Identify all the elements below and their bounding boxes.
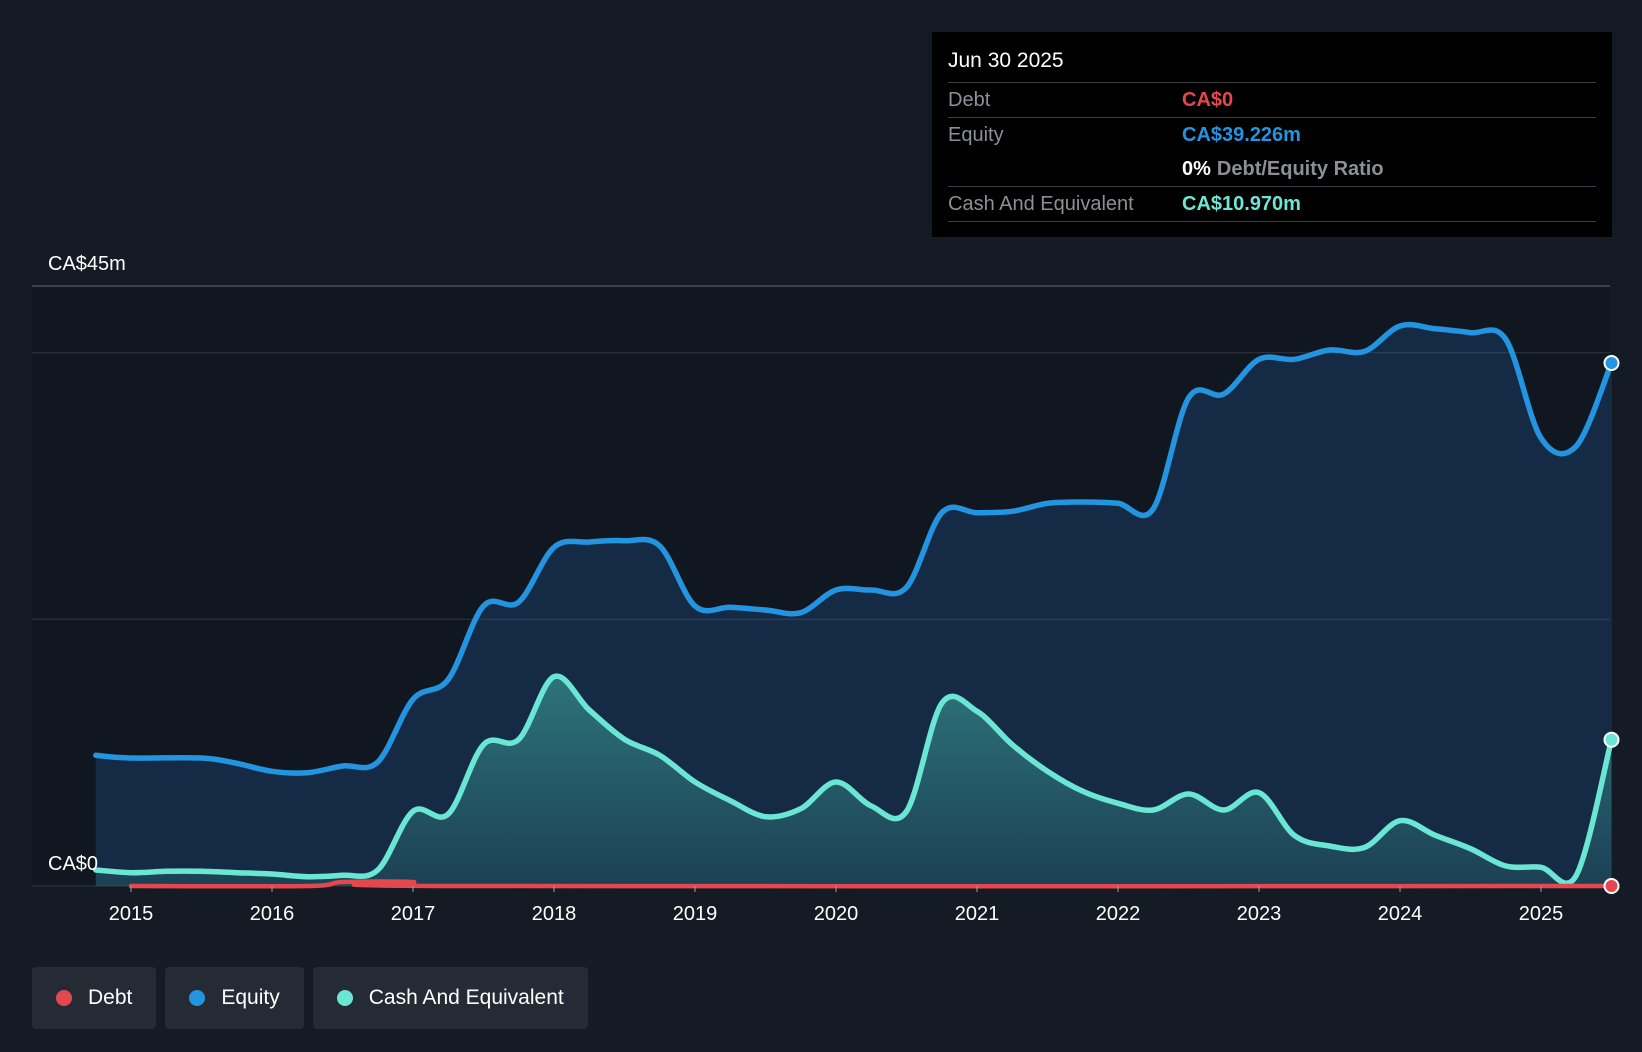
- x-axis-ticks: 2015 2016 2017 2018 2019 2020 2021 2022 2023 2024…: [109, 886, 1564, 925]
- legend-cash-label: Cash And Equivalent: [368, 986, 564, 1009]
- series-lines: [93, 321, 1615, 889]
- tooltip-cash-row: Cash And Equivalent CA$10.970m: [948, 187, 1596, 222]
- tooltip-equity-value: CA$39.226m: [1182, 124, 1301, 146]
- equity-line: [93, 321, 1615, 776]
- legend-debt-label: Debt: [88, 986, 133, 1009]
- equity-end-point[interactable]: [1603, 354, 1620, 371]
- tooltip-equity-row: Equity CA$39.226m: [948, 118, 1596, 152]
- plot-highlight-region: [32, 286, 1610, 886]
- x-tick-label-2015: 2015: [109, 903, 154, 925]
- x-tick-label-2019: 2019: [673, 903, 718, 925]
- chart-legend: Debt Equity Cash And Equivalent: [32, 967, 588, 1029]
- tooltip-ratio-label: Debt/Equity Ratio: [1216, 158, 1384, 180]
- equity-dot-icon: [189, 990, 206, 1006]
- debt-line: [128, 879, 1614, 889]
- debt-dot-icon: [56, 990, 72, 1006]
- y-axis-bottom-label: CA$0: [48, 853, 98, 875]
- x-tick-label-2023: 2023: [1237, 903, 1282, 925]
- tooltip-debt-label: Debt: [948, 89, 991, 111]
- cash-end-point[interactable]: [1603, 731, 1620, 748]
- tooltip-debt-value: CA$0: [1182, 89, 1234, 111]
- tooltip-cash-value: CA$10.970m: [1182, 193, 1301, 215]
- x-tick-label-2020: 2020: [814, 903, 859, 925]
- cash-area: [95, 676, 1612, 886]
- tooltip-debt-row: Debt CA$0: [948, 83, 1596, 118]
- legend-item-equity[interactable]: Equity: [165, 967, 304, 1029]
- series-areas: [95, 324, 1612, 886]
- cash-line: [93, 673, 1615, 886]
- series-end-markers: [1603, 354, 1620, 894]
- tooltip-cash-label: Cash And Equivalent: [948, 193, 1134, 215]
- tooltip-ratio-row: 0% Debt/Equity Ratio: [948, 152, 1596, 187]
- legend-item-debt[interactable]: Debt: [32, 967, 157, 1029]
- x-tick-label-2016: 2016: [250, 903, 295, 925]
- x-tick-label-2022: 2022: [1096, 903, 1141, 925]
- tooltip-date: Jun 30 2025: [948, 46, 1596, 83]
- debt-end-point[interactable]: [1603, 878, 1620, 894]
- legend-equity-label: Equity: [221, 986, 280, 1009]
- x-tick-label-2021: 2021: [955, 903, 1000, 925]
- x-tick-label-2025: 2025: [1519, 903, 1564, 925]
- tooltip-equity-label: Equity: [948, 124, 1004, 146]
- y-axis-top-label: CA$45m: [48, 253, 126, 275]
- legend-item-cash[interactable]: Cash And Equivalent: [312, 967, 588, 1029]
- cash-dot-icon: [336, 990, 353, 1006]
- data-tooltip: Jun 30 2025 Debt CA$0 Equity CA$39.226m …: [932, 32, 1612, 237]
- x-tick-label-2018: 2018: [532, 903, 577, 925]
- x-tick-label-2017: 2017: [391, 903, 436, 925]
- equity-area: [95, 324, 1612, 886]
- tooltip-ratio-value: 0%: [1182, 158, 1211, 180]
- x-tick-label-2024: 2024: [1378, 903, 1423, 925]
